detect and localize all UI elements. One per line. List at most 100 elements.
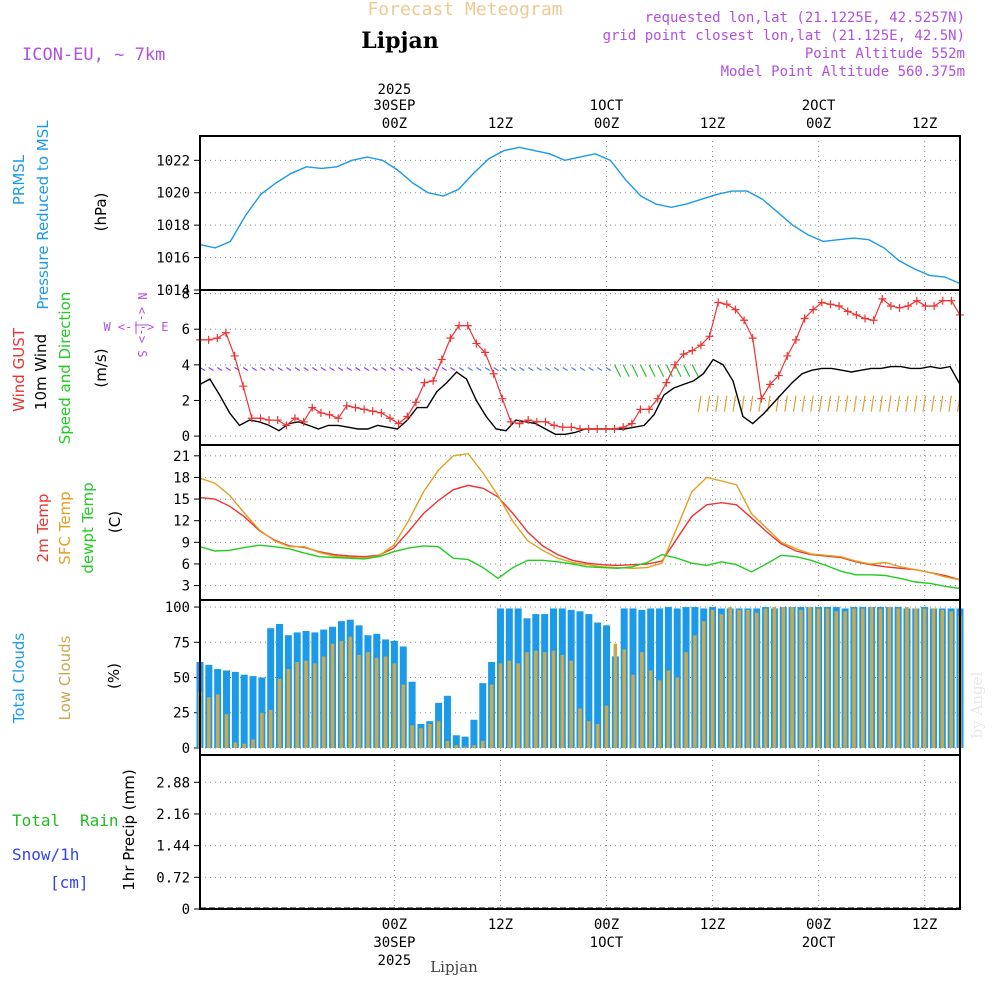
low-cloud-bar	[419, 728, 423, 748]
compass-ns: N <-|-> S	[135, 292, 149, 357]
low-cloud-bar	[268, 709, 273, 748]
gust-marker	[550, 421, 559, 430]
time-day-label: 30SEP	[373, 98, 415, 114]
wind-direction-arrow	[450, 366, 456, 371]
gust-marker	[817, 298, 826, 307]
y-tick-label: 8	[182, 287, 190, 303]
pressure-unit: (hPa)	[92, 193, 110, 232]
wind-direction-arrow	[311, 366, 318, 371]
gust-marker	[351, 403, 360, 412]
low-cloud-bar	[454, 745, 459, 748]
y-tick-label: 4	[182, 358, 190, 374]
wind-direction-arrow	[294, 366, 301, 371]
y-tick-label: 1016	[156, 251, 190, 267]
gust-marker	[688, 346, 697, 355]
y-tick-label: 18	[173, 470, 190, 486]
wind-direction-arrow	[415, 366, 422, 371]
low-cloud-bar	[710, 609, 715, 748]
gust-marker	[265, 416, 274, 425]
wind-direction-arrow	[501, 366, 508, 371]
y-tick-label: 1020	[156, 186, 190, 202]
total-cloud-bar	[585, 614, 593, 748]
gust-marker	[204, 335, 213, 344]
gust-marker	[757, 394, 766, 403]
dewpt-label: dewpt Temp	[79, 482, 97, 573]
gust-marker	[403, 412, 412, 421]
snow-label: Snow/1h	[12, 845, 79, 864]
prmsl-label: PRMSL	[10, 154, 28, 205]
low-cloud-bar	[640, 652, 644, 748]
gust-marker	[316, 408, 325, 417]
gust-marker	[256, 414, 265, 423]
wind-direction-arrow	[484, 366, 491, 371]
y-tick-label: 0	[182, 902, 190, 918]
low-cloud-bar	[551, 650, 556, 748]
wind-direction-arrow	[277, 366, 283, 371]
time-hour-label: 00Z	[806, 116, 831, 132]
gust-marker	[653, 394, 662, 403]
gust-marker	[247, 414, 256, 423]
gust-marker	[601, 424, 610, 433]
pressure-panel: 1014 1016 1018 1020 1022	[156, 136, 961, 299]
low-cloud-bar	[534, 650, 538, 748]
low-cloud-bar	[728, 607, 733, 748]
time-day-label: 1OCT	[590, 98, 624, 114]
gust-marker	[835, 302, 844, 311]
gust-marker	[446, 334, 455, 343]
wind-direction-arrow	[588, 366, 594, 371]
temp2m-label: 2m Temp	[34, 494, 52, 563]
wind-direction-arrow	[406, 366, 413, 371]
low-cloud-bar	[578, 708, 582, 748]
gust-marker	[463, 321, 472, 330]
time-hour-label: 12Z	[912, 116, 937, 132]
gust-marker	[766, 380, 774, 389]
gust-marker	[861, 314, 869, 323]
snow-unit-label: [cm]	[50, 873, 89, 892]
wind-direction-arrow	[648, 364, 656, 378]
low-cloud-bar	[507, 660, 512, 748]
low-cloud-bar	[666, 670, 671, 748]
gust-label: Wind GUST	[10, 327, 28, 412]
low-cloud-bar	[648, 670, 653, 748]
gust-marker	[912, 296, 921, 305]
low-cloud-bar	[931, 608, 936, 748]
low-cloud-bar	[595, 724, 600, 748]
wind-direction-arrow	[913, 395, 918, 412]
gust-marker	[921, 302, 930, 311]
low-cloud-bar	[427, 724, 432, 748]
y-tick-label: 9	[182, 535, 190, 551]
gust-marker	[731, 305, 740, 314]
low-cloud-bar	[843, 611, 847, 748]
total-clouds-label: Total Clouds	[10, 633, 28, 725]
gust-marker	[308, 403, 317, 412]
gust-marker	[334, 414, 343, 423]
y-tick-label: 25	[173, 706, 190, 722]
low-cloud-bar	[569, 660, 573, 748]
wind-direction-arrow	[251, 366, 257, 371]
low-cloud-bar	[260, 712, 264, 748]
wind-direction-arrow	[579, 366, 586, 371]
wind-direction-arrow	[896, 395, 901, 412]
precip-panel: 0 0.72 1.44 2.16 2.88	[156, 755, 960, 918]
low-cloud-bar	[321, 656, 326, 748]
panel-frame	[199, 135, 961, 291]
low-cloud-bar	[693, 635, 697, 748]
wind-direction-arrow	[458, 366, 465, 371]
temperature-panel: 3 6 9 12 15 18 21	[173, 445, 961, 600]
low-cloud-bar	[878, 608, 883, 748]
low-cloud-bar	[754, 612, 759, 748]
wind-direction-arrow	[792, 395, 797, 412]
low-cloud-bar	[392, 663, 397, 748]
gust-marker	[429, 376, 438, 385]
wind-direction-arrow	[862, 395, 866, 412]
wind-direction-arrow	[242, 366, 249, 371]
low-cloud-bar	[366, 652, 370, 748]
low-cloud-bar	[604, 705, 609, 748]
gust-marker	[498, 394, 507, 403]
total-cloud-bar	[576, 611, 584, 748]
wind-direction-arrow	[320, 366, 327, 371]
total-label: Total	[12, 811, 60, 830]
gust-marker	[325, 410, 334, 419]
wind-direction-arrow	[329, 366, 335, 371]
low-cloud-bar	[286, 669, 291, 748]
